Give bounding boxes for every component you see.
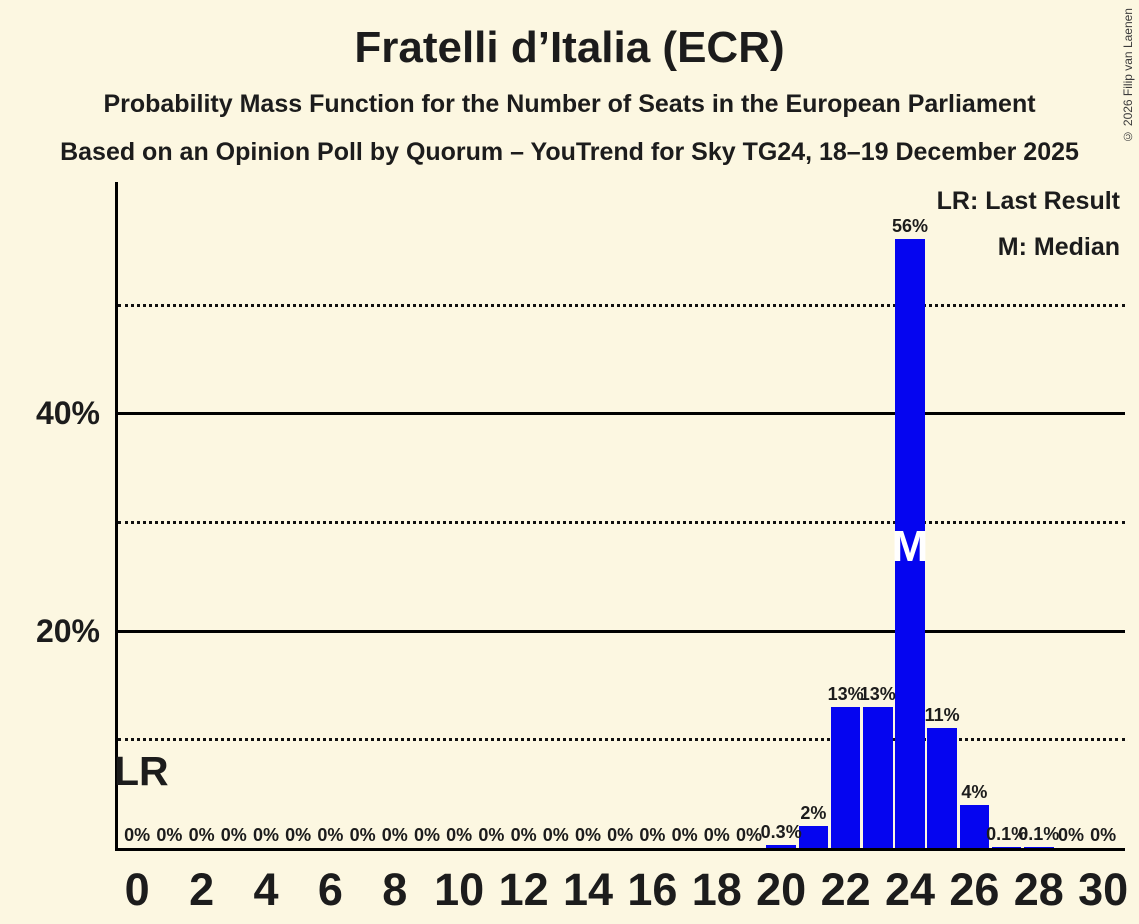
bar-value-label-seat-17: 0% [671, 825, 698, 845]
bar-seat-24 [895, 239, 925, 848]
bar-value-label-seat-24: 56% [891, 216, 929, 237]
x-tick-20: 20 [756, 864, 807, 915]
bar-value-label-seat-3: 0% [220, 825, 247, 845]
bar-value-label-seat-8: 0% [381, 825, 408, 845]
bar-value-label-seat-9: 0% [413, 825, 440, 845]
y-tick-40: 40% [35, 395, 100, 432]
gridline-50pct [118, 303, 1125, 307]
x-tick-28: 28 [1013, 864, 1064, 915]
bar-value-label-seat-26: 4% [961, 781, 988, 802]
bar-value-label-seat-1: 0% [156, 825, 183, 845]
bar-value-label-seat-18: 0% [703, 825, 730, 845]
bar-seat-23 [863, 706, 893, 848]
bar-seat-22 [830, 706, 861, 848]
bar-value-label-seat-5: 0% [285, 825, 312, 845]
gridline-40pct [118, 412, 1125, 416]
x-tick-8: 8 [382, 864, 408, 915]
bar-value-label-seat-6: 0% [317, 825, 344, 845]
bar-value-label-seat-20: 0.3% [760, 821, 802, 842]
chart-legend: LR: Last Result M: Median [937, 178, 1120, 270]
bar-value-label-seat-22: 13% [827, 683, 864, 704]
bar-value-label-seat-2: 0% [188, 825, 215, 845]
chart-source-line: Based on an Opinion Poll by Quorum – You… [60, 138, 1079, 166]
median-marker: M [891, 522, 929, 571]
bar-value-label-seat-15: 0% [607, 825, 634, 845]
bar-value-label-seat-10: 0% [446, 825, 473, 845]
x-tick-22: 22 [820, 864, 871, 915]
bar-value-label-seat-16: 0% [639, 825, 666, 845]
bar-seat-20 [766, 844, 796, 848]
bar-value-label-seat-25: 11% [924, 705, 960, 726]
bar-value-label-seat-0: 0% [124, 825, 151, 845]
x-tick-18: 18 [691, 864, 742, 915]
bar-seat-26 [959, 804, 990, 848]
x-tick-16: 16 [627, 864, 678, 915]
bar-value-label-seat-21: 2% [800, 803, 827, 824]
y-tick-20: 20% [35, 612, 100, 649]
bar-value-label-seat-11: 0% [478, 825, 505, 845]
x-tick-2: 2 [189, 864, 215, 915]
last-result-marker: LR [114, 748, 169, 794]
gridline-20pct [118, 629, 1125, 633]
bar-seat-21 [798, 826, 829, 848]
bar-seat-27 [991, 846, 1022, 848]
x-tick-26: 26 [949, 864, 1000, 915]
legend-median: M: Median [997, 233, 1120, 261]
x-tick-30: 30 [1078, 864, 1129, 915]
bar-value-label-seat-28: 0.1% [1018, 823, 1060, 844]
x-tick-10: 10 [434, 864, 485, 915]
x-tick-0: 0 [124, 864, 150, 915]
x-tick-24: 24 [884, 864, 936, 915]
x-tick-12: 12 [498, 864, 549, 915]
bar-seat-25 [927, 728, 957, 848]
x-axis-line [115, 848, 1125, 851]
bar-value-label-seat-23: 13% [859, 683, 896, 704]
chart-title: Fratelli d’Italia (ECR) [354, 23, 785, 72]
gridline-30pct [118, 520, 1125, 524]
bar-value-label-seat-27: 0.1% [986, 823, 1028, 844]
x-tick-4: 4 [253, 864, 279, 915]
bar-value-label-seat-19: 0% [735, 825, 762, 845]
bar-value-label-seat-13: 0% [542, 825, 569, 845]
x-tick-14: 14 [562, 864, 614, 915]
chart-subtitle: Probability Mass Function for the Number… [103, 90, 1036, 118]
bar-value-label-seat-29: 0% [1057, 825, 1084, 845]
bar-value-label-seat-14: 0% [574, 825, 601, 845]
bar-seat-28 [1024, 846, 1054, 848]
bar-value-label-seat-4: 0% [252, 825, 279, 845]
bar-value-label-seat-30: 0% [1090, 825, 1117, 845]
x-tick-6: 6 [317, 864, 343, 915]
legend-last-result: LR: Last Result [936, 187, 1120, 215]
y-axis-line [115, 182, 118, 851]
bar-value-label-seat-12: 0% [510, 825, 537, 845]
gridline-10pct [118, 738, 1125, 742]
bar-value-label-seat-7: 0% [349, 825, 376, 845]
